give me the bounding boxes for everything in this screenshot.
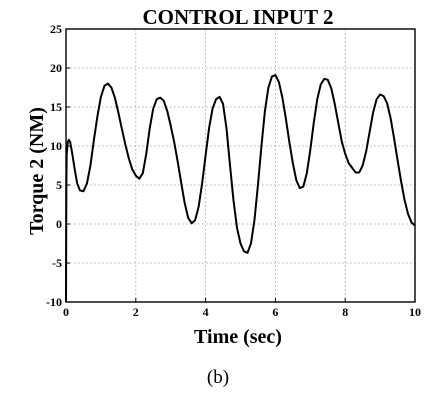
y-tick-label: 10: [50, 139, 62, 153]
y-tick-label: -10: [46, 295, 62, 309]
y-axis-label: Torque 2 (NM): [26, 107, 48, 235]
series-line-torque-2: [65, 74, 416, 303]
x-tick-label: 2: [133, 305, 139, 319]
x-tick-label: 6: [272, 305, 278, 319]
figure-caption: (b): [207, 367, 229, 388]
y-tick-label: 25: [50, 22, 62, 36]
y-tick-label: 20: [50, 61, 62, 75]
x-tick-label: 4: [203, 305, 209, 319]
x-tick-label: 0: [63, 305, 69, 319]
y-tick-label: 0: [56, 217, 62, 231]
y-axis-ticks: -10 -5 0 5 10 15 20 25: [46, 22, 70, 309]
chart-title: CONTROL INPUT 2: [143, 5, 334, 29]
x-axis-label: Time (sec): [194, 326, 282, 348]
x-tick-label: 10: [409, 305, 421, 319]
x-axis-ticks: 0 2 4 6 8 10: [63, 298, 421, 319]
y-tick-label: 5: [56, 178, 62, 192]
x-tick-label: 8: [342, 305, 348, 319]
y-tick-label: 15: [50, 100, 62, 114]
y-tick-label: -5: [52, 256, 62, 270]
